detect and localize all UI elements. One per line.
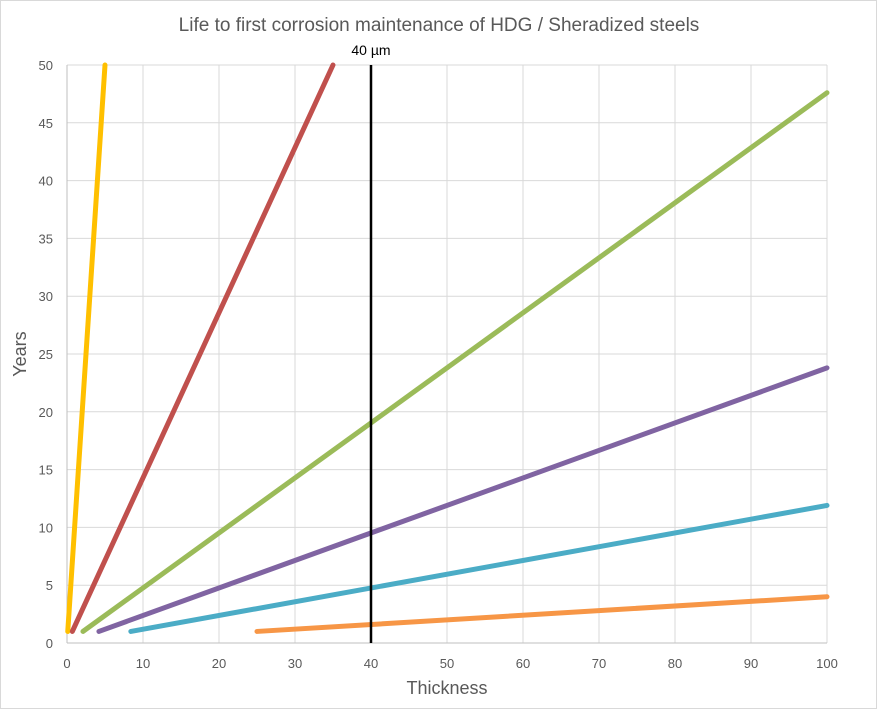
x-tick-label: 80 [668, 656, 682, 671]
y-axis-ticks: 0 5 10 15 20 25 30 35 40 45 50 [39, 58, 53, 651]
y-tick-label: 30 [39, 289, 53, 304]
y-axis-label: Years [10, 331, 30, 376]
y-tick-label: 50 [39, 58, 53, 73]
series-lines [65, 62, 830, 634]
x-tick-label: 30 [288, 656, 302, 671]
x-tick-label: 20 [212, 656, 226, 671]
x-tick-label: 10 [136, 656, 150, 671]
y-tick-label: 15 [39, 463, 53, 478]
y-tick-label: 35 [39, 231, 53, 246]
y-tick-label: 45 [39, 116, 53, 131]
x-tick-label: 50 [440, 656, 454, 671]
x-tick-label: 40 [364, 656, 378, 671]
x-tick-label: 0 [63, 656, 70, 671]
y-tick-label: 10 [39, 520, 53, 535]
x-tick-label: 90 [744, 656, 758, 671]
y-tick-label: 5 [46, 578, 53, 593]
series-line-2 [69, 62, 336, 634]
series-line-1 [65, 62, 108, 634]
series-line-5 [128, 502, 830, 634]
y-tick-label: 0 [46, 636, 53, 651]
x-axis-label: Thickness [406, 678, 487, 698]
series-line-3 [80, 90, 830, 634]
x-axis-ticks: 0 10 20 30 40 50 60 70 80 90 100 [63, 656, 837, 671]
x-tick-label: 60 [516, 656, 530, 671]
x-tick-label: 100 [816, 656, 838, 671]
x-tick-label: 70 [592, 656, 606, 671]
y-tick-label: 25 [39, 347, 53, 362]
chart-title: Life to first corrosion maintenance of H… [179, 15, 700, 36]
series-line-6 [254, 594, 830, 634]
series-line-4 [96, 365, 830, 634]
y-tick-label: 20 [39, 405, 53, 420]
gridlines [66, 64, 828, 644]
y-tick-label: 40 [39, 174, 53, 189]
reference-line-label: 40 µm [351, 42, 390, 58]
